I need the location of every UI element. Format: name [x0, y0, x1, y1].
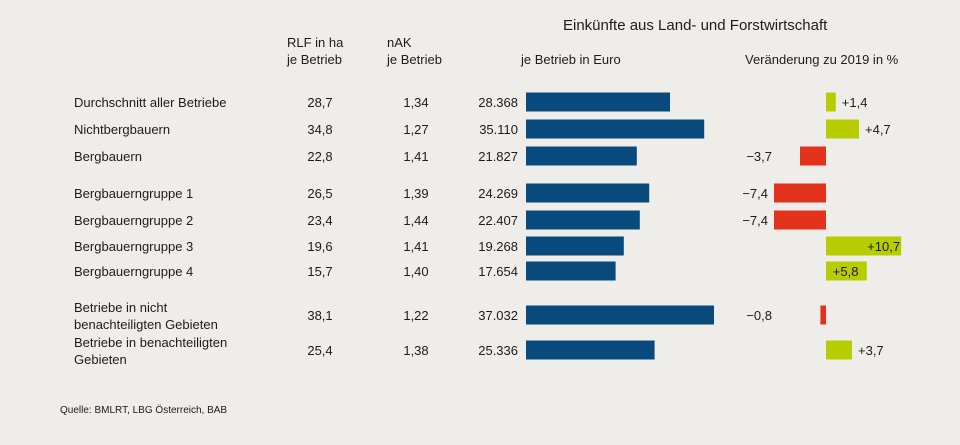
- change-value-label: −7,4: [742, 186, 768, 201]
- row-label-line-1: Betriebe in nicht: [74, 300, 168, 315]
- nak-header-line-1: nAK: [387, 35, 412, 50]
- row-label: Bergbauern: [74, 149, 142, 164]
- change-bar-negative: [820, 305, 826, 325]
- change-value-label: −3,7: [746, 149, 772, 164]
- nak-header: nAK je Betrieb: [386, 35, 442, 67]
- income-value-label: 19.268: [478, 239, 518, 254]
- nak-header-line-2: je Betrieb: [386, 52, 442, 67]
- rlf-value: 19,6: [307, 239, 332, 254]
- nak-value: 1,40: [403, 264, 428, 279]
- chart-rows: Durchschnitt aller Betriebe 28,7 1,34 28.36…: [74, 92, 902, 367]
- row-label: Bergbauerngruppe 1: [74, 186, 193, 201]
- row-label-line-1: Betriebe in benachteiligten: [74, 335, 227, 350]
- rlf-value: 34,8: [307, 122, 332, 137]
- income-value-label: 21.827: [478, 149, 518, 164]
- income-bar: [526, 305, 714, 325]
- change-bar-positive: [826, 261, 867, 281]
- change-value-label: +5,8: [833, 264, 859, 279]
- change-bar-positive: [826, 92, 836, 112]
- rlf-value: 25,4: [307, 343, 332, 358]
- income-value-label: 25.336: [478, 343, 518, 358]
- change-bar-positive: [826, 236, 902, 256]
- nak-value: 1,22: [403, 308, 428, 323]
- change-value-label: −0,8: [746, 308, 772, 323]
- income-header: je Betrieb in Euro: [520, 52, 621, 67]
- nak-value: 1,34: [403, 95, 428, 110]
- row-label-line-2: Gebieten: [74, 352, 127, 367]
- row-label: Nichtbergbauern: [74, 122, 170, 137]
- row-label: Bergbauerngruppe 2: [74, 213, 193, 228]
- rlf-value: 28,7: [307, 95, 332, 110]
- chart-title: Einkünfte aus Land- und Forstwirtschaft: [563, 17, 828, 34]
- change-bar-negative: [800, 146, 826, 166]
- change-bar-negative: [774, 210, 826, 230]
- rlf-value: 22,8: [307, 149, 332, 164]
- source-note: Quelle: BMLRT, LBG Österreich, BAB: [60, 404, 227, 416]
- income-value-label: 37.032: [478, 308, 518, 323]
- income-bar: [526, 92, 670, 112]
- change-value-label: +10,7: [867, 239, 900, 254]
- change-value-label: +1,4: [842, 95, 868, 110]
- income-bar: [526, 340, 655, 360]
- row-label-line-2: benachteiligten Gebieten: [74, 317, 218, 332]
- income-bar: [526, 261, 616, 281]
- income-bar: [526, 210, 640, 230]
- income-value-label: 28.368: [478, 95, 518, 110]
- change-header: Veränderung zu 2019 in %: [745, 52, 899, 67]
- change-bar-positive: [826, 119, 859, 139]
- change-bar-positive: [826, 340, 852, 360]
- nak-value: 1,44: [403, 213, 428, 228]
- rlf-value: 38,1: [307, 308, 332, 323]
- income-value-label: 17.654: [478, 264, 518, 279]
- income-bar: [526, 146, 637, 166]
- rlf-value: 15,7: [307, 264, 332, 279]
- rlf-header-line-2: je Betrieb: [286, 52, 342, 67]
- nak-value: 1,41: [403, 239, 428, 254]
- rlf-header: RLF in ha je Betrieb: [286, 35, 347, 67]
- income-value-label: 35.110: [479, 122, 518, 137]
- change-value-label: +4,7: [865, 122, 891, 137]
- change-value-label: −7,4: [742, 213, 768, 228]
- nak-value: 1,39: [403, 186, 428, 201]
- row-label: Durchschnitt aller Betriebe: [74, 95, 226, 110]
- nak-value: 1,41: [403, 149, 428, 164]
- change-bar-negative: [774, 183, 826, 203]
- row-label: Bergbauerngruppe 4: [74, 264, 193, 279]
- income-value-label: 24.269: [478, 186, 518, 201]
- nak-value: 1,27: [403, 122, 428, 137]
- row-label: Bergbauerngruppe 3: [74, 239, 193, 254]
- rlf-value: 26,5: [307, 186, 332, 201]
- rlf-header-line-1: RLF in ha: [287, 35, 344, 50]
- income-bar: [526, 183, 650, 203]
- change-value-label: +3,7: [858, 343, 884, 358]
- income-bar: [526, 119, 705, 139]
- nak-value: 1,38: [403, 343, 428, 358]
- income-value-label: 22.407: [478, 213, 518, 228]
- income-bar: [526, 236, 624, 256]
- rlf-value: 23,4: [307, 213, 332, 228]
